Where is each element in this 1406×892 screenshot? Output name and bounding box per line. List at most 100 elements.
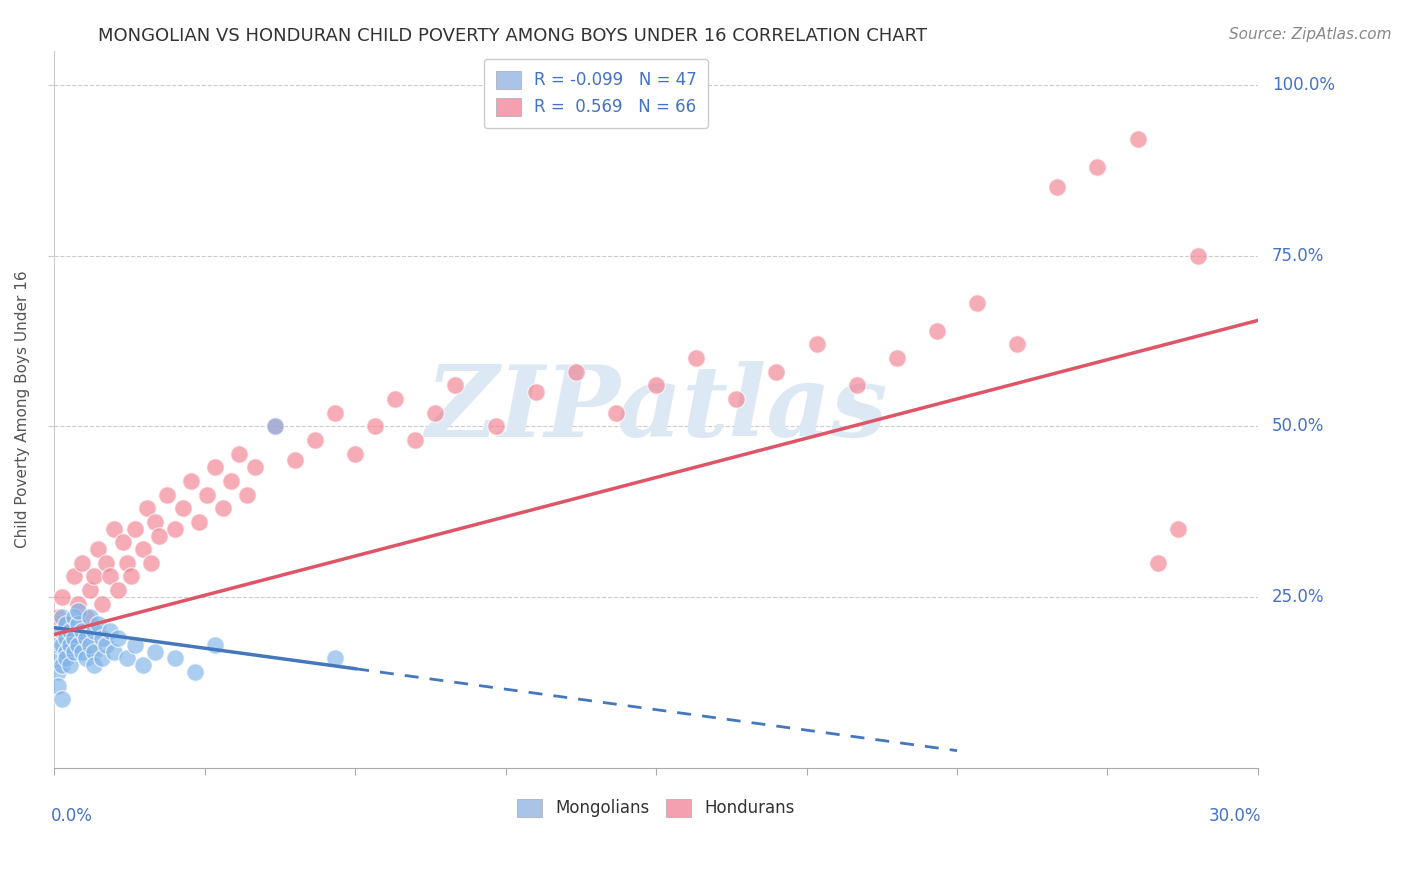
Point [83, 645, 105, 659]
Point [725, 392, 748, 406]
Point [364, 419, 387, 434]
Point [100, 624, 122, 639]
Text: 30.0%: 30.0% [1209, 807, 1261, 825]
Point [87, 617, 110, 632]
Point [115, 556, 138, 570]
Point [124, 522, 146, 536]
Point [243, 460, 266, 475]
Point [67, 638, 90, 652]
Point [845, 378, 868, 392]
Point [605, 406, 627, 420]
Point [51, 590, 73, 604]
Point [63, 645, 86, 659]
Point [236, 487, 259, 501]
Point [83, 624, 105, 639]
Legend: Mongolians, Hondurans: Mongolians, Hondurans [510, 792, 801, 824]
Point [1046, 180, 1069, 194]
Point [120, 569, 142, 583]
Point [91, 651, 114, 665]
Text: Source: ZipAtlas.com: Source: ZipAtlas.com [1229, 27, 1392, 42]
Point [204, 460, 226, 475]
Point [444, 378, 467, 392]
Point [886, 351, 908, 365]
Point [46, 610, 69, 624]
Point [55, 651, 77, 665]
Text: 75.0%: 75.0% [1272, 246, 1324, 265]
Point [63, 610, 86, 624]
Point [96, 638, 118, 652]
Point [180, 474, 202, 488]
Y-axis label: Child Poverty Among Boys Under 16: Child Poverty Among Boys Under 16 [15, 270, 30, 548]
Point [55, 631, 77, 645]
Point [323, 651, 346, 665]
Point [228, 446, 250, 460]
Point [79, 610, 101, 624]
Point [72, 624, 94, 639]
Point [1146, 556, 1168, 570]
Point [72, 645, 94, 659]
Point [565, 365, 588, 379]
Point [51, 624, 73, 639]
Point [645, 378, 668, 392]
Point [96, 556, 118, 570]
Point [484, 419, 506, 434]
Point [148, 528, 170, 542]
Point [111, 535, 134, 549]
Point [83, 569, 105, 583]
Point [143, 515, 166, 529]
Point [103, 522, 125, 536]
Point [124, 638, 146, 652]
Point [966, 296, 988, 310]
Point [1126, 132, 1149, 146]
Point [765, 365, 787, 379]
Point [925, 324, 948, 338]
Point [344, 446, 367, 460]
Point [79, 638, 101, 652]
Point [1167, 522, 1189, 536]
Point [51, 658, 73, 673]
Point [91, 597, 114, 611]
Point [59, 638, 82, 652]
Point [51, 610, 73, 624]
Point [79, 583, 101, 598]
Point [187, 515, 209, 529]
Point [163, 522, 186, 536]
Point [46, 638, 69, 652]
Point [59, 658, 82, 673]
Point [524, 385, 547, 400]
Point [685, 351, 707, 365]
Point [284, 453, 307, 467]
Point [211, 501, 233, 516]
Point [384, 392, 406, 406]
Text: ZIPatlas: ZIPatlas [425, 361, 887, 458]
Point [183, 665, 205, 679]
Point [67, 604, 90, 618]
Point [67, 617, 90, 632]
Point [75, 651, 97, 665]
Point [404, 433, 426, 447]
Point [51, 638, 73, 652]
Point [63, 569, 86, 583]
Point [55, 624, 77, 639]
Point [55, 617, 77, 632]
Point [135, 501, 157, 516]
Point [131, 542, 153, 557]
Point [91, 631, 114, 645]
Point [1187, 248, 1209, 262]
Point [46, 651, 69, 665]
Point [72, 556, 94, 570]
Point [115, 651, 138, 665]
Point [55, 645, 77, 659]
Point [75, 610, 97, 624]
Point [103, 645, 125, 659]
Point [51, 692, 73, 706]
Point [323, 406, 346, 420]
Text: 25.0%: 25.0% [1272, 588, 1324, 606]
Point [87, 542, 110, 557]
Point [143, 645, 166, 659]
Point [100, 569, 122, 583]
Point [131, 658, 153, 673]
Point [83, 658, 105, 673]
Point [46, 679, 69, 693]
Point [63, 631, 86, 645]
